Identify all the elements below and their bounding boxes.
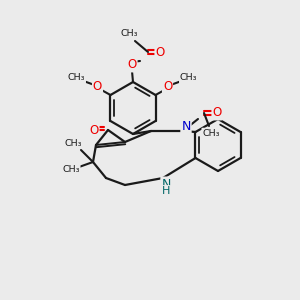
Text: O: O [163, 80, 172, 94]
Text: N: N [181, 119, 191, 133]
Text: CH₃: CH₃ [202, 128, 220, 137]
Text: O: O [128, 58, 136, 71]
Text: O: O [212, 106, 222, 119]
Text: H: H [162, 186, 170, 196]
Text: CH₃: CH₃ [120, 29, 138, 38]
Text: CH₃: CH₃ [62, 166, 80, 175]
Text: O: O [89, 124, 99, 136]
Text: O: O [155, 46, 165, 59]
Text: CH₃: CH₃ [68, 74, 85, 82]
Text: CH₃: CH₃ [64, 139, 82, 148]
Text: CH₃: CH₃ [180, 74, 197, 82]
Text: O: O [93, 80, 102, 94]
Text: N: N [161, 178, 171, 190]
